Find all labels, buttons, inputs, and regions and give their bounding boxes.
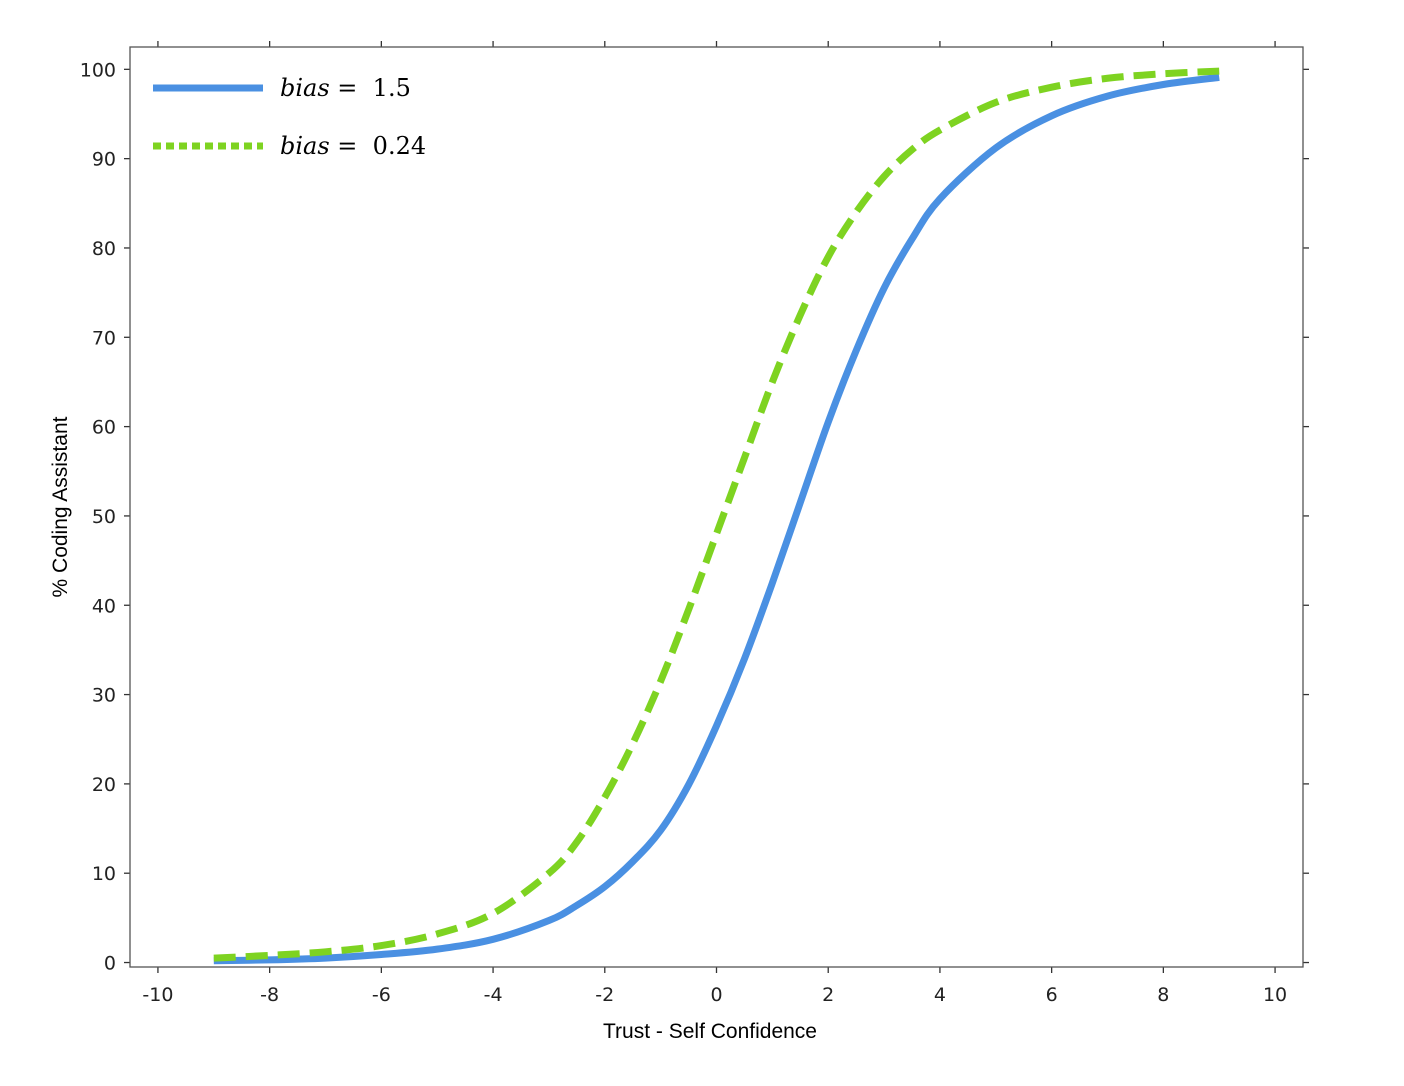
series-line-solid — [213, 73, 1220, 965]
series-layer — [213, 67, 1220, 965]
x-tick-label: 6 — [1046, 984, 1058, 1006]
legend-value: 0.24 — [373, 132, 426, 160]
series-line-dashed — [213, 67, 1220, 962]
y-tick-label: 100 — [80, 59, 116, 81]
x-tick-label: 2 — [822, 984, 834, 1006]
x-tick-label: 0 — [710, 984, 722, 1006]
plot-frame — [129, 46, 1304, 968]
x-tick-label: -8 — [260, 984, 279, 1006]
legend-equals: = — [330, 74, 373, 102]
x-tick-label: -4 — [484, 984, 503, 1006]
x-tick-label: -10 — [142, 984, 173, 1006]
x-axis-title: Trust - Self Confidence — [603, 1020, 817, 1043]
y-tick-label: 80 — [92, 238, 116, 260]
x-tick-label: -6 — [372, 984, 391, 1006]
legend-variable: bias — [280, 74, 330, 102]
x-tick-label: 4 — [934, 984, 946, 1006]
x-tick-label: 10 — [1263, 984, 1287, 1006]
plot-area — [130, 47, 1303, 967]
legend-value: 1.5 — [373, 74, 411, 102]
y-tick-label: 40 — [92, 595, 116, 617]
y-tick-label: 60 — [92, 417, 116, 439]
legend-label: bias = 0.24 — [280, 132, 426, 160]
y-tick-label: 30 — [92, 685, 116, 707]
y-tick-label: 20 — [92, 774, 116, 796]
y-tick-label: 50 — [92, 506, 116, 528]
y-tick-label: 90 — [92, 149, 116, 171]
legend-equals: = — [330, 132, 373, 160]
x-tick-label: 8 — [1157, 984, 1169, 1006]
legend-label: bias = 1.5 — [280, 74, 411, 102]
y-tick-label: 10 — [92, 863, 116, 885]
y-tick-label: 70 — [92, 327, 116, 349]
x-tick-label: -2 — [595, 984, 614, 1006]
y-tick-label: 0 — [104, 953, 116, 975]
y-axis-title: % Coding Assistant — [49, 416, 72, 597]
legend-variable: bias — [280, 132, 330, 160]
